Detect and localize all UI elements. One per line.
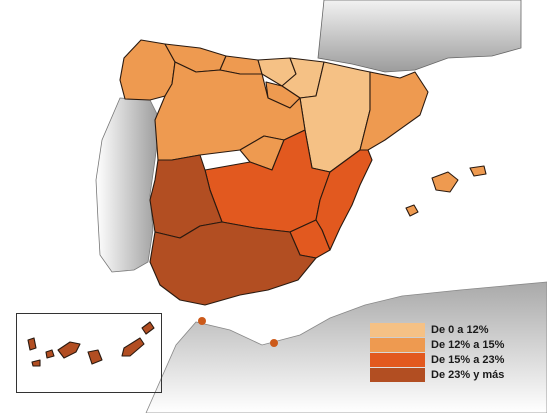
region-andalucia [149, 221, 317, 306]
region-galicia [119, 39, 176, 101]
legend-item: De 15% a 23% [370, 352, 520, 367]
region-baleares-ibiza [405, 204, 419, 217]
africa-landmass [145, 281, 547, 413]
region-baleares-mallorca [431, 171, 459, 193]
canarias-inset-frame [16, 313, 162, 393]
legend-label: De 15% a 23% [431, 353, 505, 366]
ceuta-dot [198, 317, 206, 325]
legend-item: De 23% y más [370, 367, 520, 382]
region-canarias-tenerife [57, 341, 81, 359]
france-landmass [317, 0, 522, 73]
region-canarias-la-palma [27, 337, 37, 351]
region-canarias-lanzarote [141, 321, 155, 335]
melilla-dot [270, 339, 278, 347]
region-canarias-la-gomera [45, 349, 55, 359]
region-valencia [315, 149, 373, 251]
region-cataluna [359, 71, 429, 151]
region-canarias-gran-canaria [87, 349, 103, 365]
legend-label: De 23% y más [431, 368, 505, 381]
region-baleares-menorca [469, 165, 487, 177]
legend-swatch [370, 337, 425, 352]
legend-swatch [370, 352, 425, 367]
legend-swatch [370, 322, 425, 337]
legend: De 0 a 12% De 12% a 15% De 15% a 23% De … [370, 322, 520, 382]
legend-item: De 12% a 15% [370, 337, 520, 352]
legend-label: De 12% a 15% [431, 338, 505, 351]
region-canarias-el-hierro [31, 359, 41, 367]
region-canarias-fuerteventura [121, 337, 145, 357]
portugal-landmass [95, 97, 161, 273]
legend-swatch [370, 367, 425, 382]
legend-item: De 0 a 12% [370, 322, 520, 337]
legend-label: De 0 a 12% [431, 323, 489, 336]
